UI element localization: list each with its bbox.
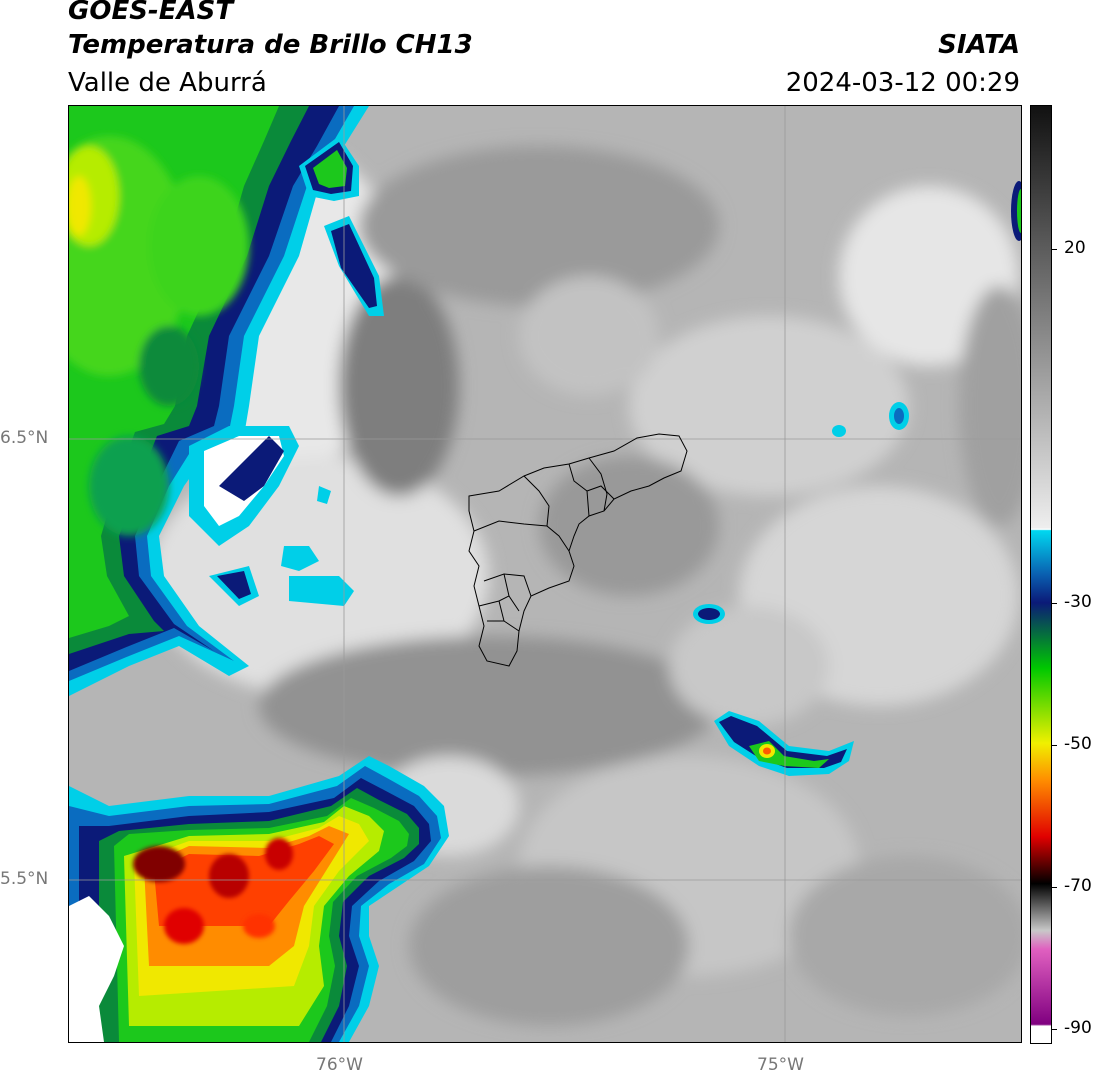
graticule [69,106,1021,1042]
colorbar-label-minus50: -50 [1064,734,1092,754]
agency-label: SIATA [938,30,1020,60]
municipal-line-10 [586,485,615,500]
storm-cluster-southwest [69,756,449,1042]
colorbar-tick-minus90 [1051,1029,1057,1030]
colorbar-tick-minus70 [1051,887,1057,888]
lat-label-5-5n: 5.5°N [0,869,49,889]
product-title: Temperatura de Brillo CH13 [68,30,473,60]
municipal-line-1 [523,475,570,552]
colorbar-label-minus90: -90 [1064,1018,1092,1038]
colorbar-label-minus70: -70 [1064,876,1092,896]
satellite-title: GOES-EAST [68,0,234,26]
storm-cell-east [714,711,854,776]
aburra-valley-boundaries [468,433,688,667]
lat-label-6-5n: 6.5°N [0,428,49,448]
municipal-line-5 [483,573,532,597]
aburra-outer-boundary [468,433,688,667]
municipal-line-4 [473,520,548,532]
municipal-line-3 [588,457,608,512]
temperature-colorbar [1030,105,1052,1044]
colorbar-label-20: 20 [1064,238,1086,258]
municipal-line-2 [568,463,590,517]
region-subtitle: Valle de Aburrá [68,68,267,98]
lon-label-75w: 75°W [757,1055,804,1075]
lon-label-76w: 76°W [316,1055,363,1075]
brightness-temperature-map [68,105,1022,1043]
map-svg [69,106,1021,1042]
colorbar-tick-minus50 [1051,745,1057,746]
colorbar-tick-20 [1051,249,1057,250]
storm-cluster-northwest [69,106,369,696]
colorbar-label-minus30: -30 [1064,592,1092,612]
datetime-label: 2024-03-12 00:29 [785,68,1020,98]
colorbar-tick-minus30 [1051,603,1057,604]
